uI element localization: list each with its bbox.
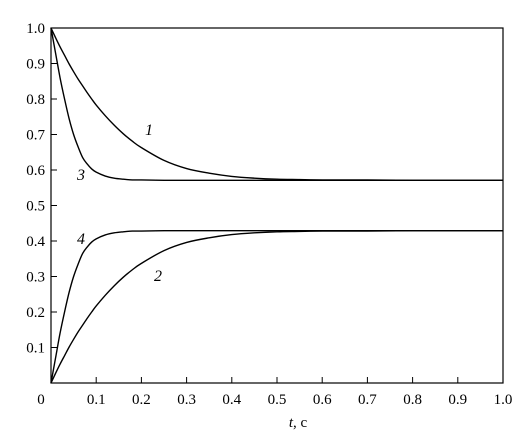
series-line-2 [50,229,503,384]
series-label-3: 3 [76,167,85,184]
x-axis-label-var: t [289,415,294,431]
y-tick-label: 0.5 [26,199,45,215]
y-tick-label: 0.3 [26,270,45,286]
y-tick-label: 0.1 [26,341,45,357]
x-tick-label: 0.6 [313,392,332,408]
series-label-2: 2 [154,268,162,285]
series-group [50,27,503,384]
x-tick-label: 0.4 [222,392,241,408]
y-tick-label: 0.9 [26,57,45,73]
y-tick-label: 0.2 [26,305,45,321]
y-tick-label: 0.8 [26,92,45,108]
y-tick-label: 1.0 [26,21,45,37]
x-tick-label: 0 [37,392,45,408]
y-tick-label: 0.4 [26,234,45,250]
x-tick-label: 0.3 [177,392,196,408]
x-tick-label: 1.0 [494,392,513,408]
x-tick-label: 0.2 [132,392,151,408]
x-axis-label: t, c [289,415,308,431]
series-label-1: 1 [145,122,153,139]
x-tick-label: 0.1 [87,392,106,408]
x-tick-labels: 0 0.1 0.2 0.3 0.4 0.5 0.6 0.7 0.8 0.9 1.0 [37,392,512,408]
x-tick-label: 0.8 [403,392,422,408]
x-ticks [50,377,504,383]
x-tick-label: 0.9 [448,392,467,408]
series-line-4 [50,229,503,384]
series-label-4: 4 [77,231,85,248]
x-tick-label: 0.5 [268,392,287,408]
series-line-1 [50,27,503,182]
y-tick-label: 0.6 [26,163,45,179]
series-line-3 [50,27,503,182]
plot-frame [50,27,504,384]
series-labels: 1 3 4 2 [76,122,162,285]
y-tick-label: 0.7 [26,128,45,144]
y-ticks [51,27,57,348]
x-axis-label-unit: , c [293,415,308,431]
y-tick-labels: 0.1 0.2 0.3 0.4 0.5 0.6 0.7 0.8 0.9 1.0 [26,21,45,357]
x-tick-label: 0.7 [358,392,377,408]
